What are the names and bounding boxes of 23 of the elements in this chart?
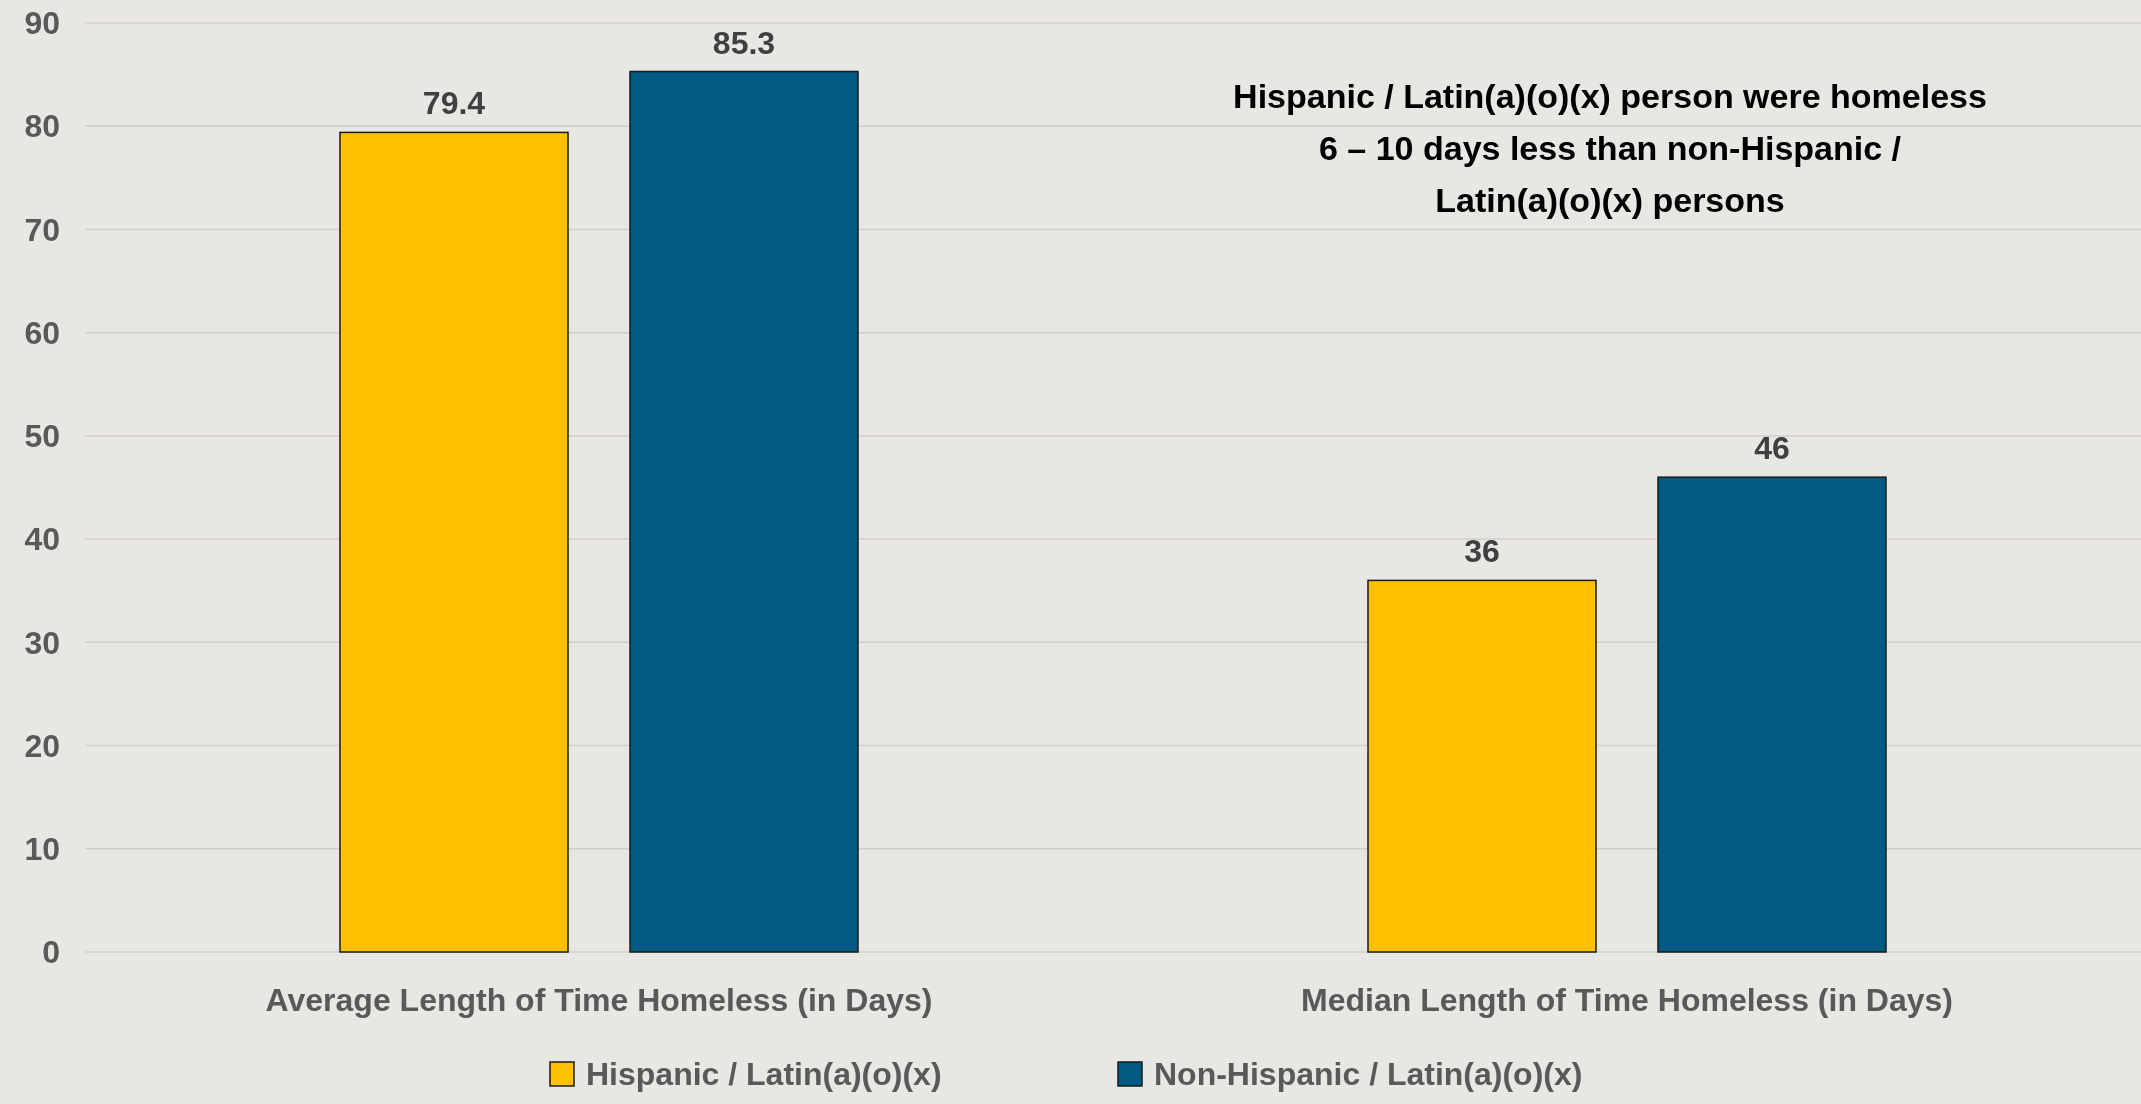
bar — [1657, 476, 1887, 953]
data-label: 79.4 — [422, 85, 486, 122]
y-tick-label: 20 — [24, 727, 60, 764]
y-tick-label: 0 — [42, 934, 60, 971]
data-label: 46 — [1754, 430, 1790, 467]
bar — [339, 131, 569, 953]
y-tick-label: 90 — [24, 5, 60, 42]
data-label: 36 — [1464, 533, 1500, 570]
annotation: Hispanic / Latin(a)(o)(x) person were homeless 6 – 10 days less than non-Hispanic / Latin(a)(o)(x) persons — [1233, 77, 1987, 219]
y-tick-label: 30 — [24, 624, 60, 661]
y-tick-label: 70 — [24, 211, 60, 248]
y-tick-label: 50 — [24, 418, 60, 455]
y-tick-label: 80 — [24, 108, 60, 145]
x-tick-label: Median Length of Time Homeless (in Days) — [1301, 982, 1953, 1018]
y-tick-label: 40 — [24, 521, 60, 558]
y-tick-label: 60 — [24, 314, 60, 351]
bar — [629, 70, 859, 953]
bar — [1367, 579, 1597, 953]
data-label: 85.3 — [712, 24, 776, 61]
legend-label: Non-Hispanic / Latin(a)(o)(x) — [1154, 1056, 1583, 1093]
y-tick-label: 10 — [24, 830, 60, 867]
x-tick-label: Average Length of Time Homeless (in Days) — [265, 982, 933, 1018]
legend-label: Hispanic / Latin(a)(o)(x) — [586, 1056, 942, 1093]
